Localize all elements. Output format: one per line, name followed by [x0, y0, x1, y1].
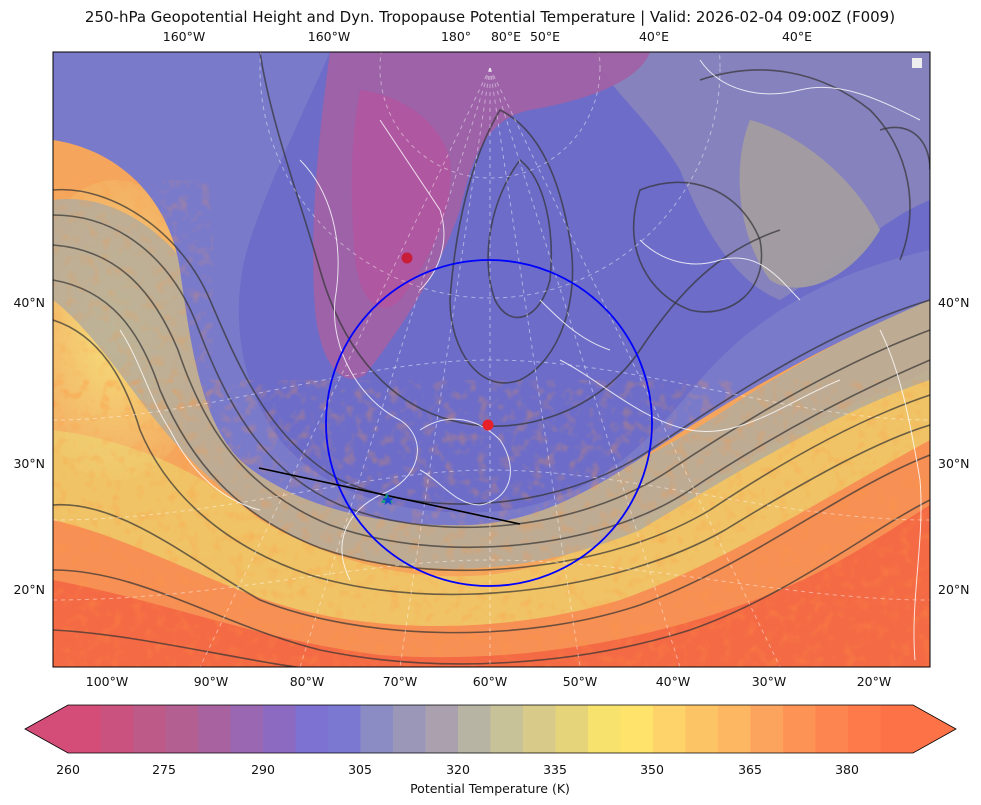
map-title: 250-hPa Geopotential Height and Dyn. Tro…: [85, 8, 895, 26]
bottom-axis-labels: 100°W 90°W 80°W 70°W 60°W 50°W 40°W 30°W…: [86, 674, 891, 689]
colorbar-segment: [360, 705, 394, 753]
colorbar-segment: [653, 705, 687, 753]
colorbar-segment: [750, 705, 784, 753]
left-label: 30°N: [13, 456, 45, 471]
center-point-marker: [482, 419, 494, 431]
analysis-circle: [325, 259, 653, 587]
colorbar-segment: [523, 705, 557, 753]
colorbar-segment: [263, 705, 297, 753]
colorbar-ticks: 260 275 290 305 320 335 350 365 380: [56, 762, 859, 777]
left-label: 20°N: [13, 582, 45, 597]
bottom-label: 30°W: [752, 674, 787, 689]
colorbar-segment: [620, 705, 654, 753]
colorbar-extend-min: [25, 705, 68, 753]
colorbar-segment: [165, 705, 199, 753]
cross-section-line: [258, 467, 521, 525]
bottom-label: 80°W: [290, 674, 325, 689]
colorbar-tick-label: 260: [56, 762, 80, 777]
colorbar-outline: [24, 704, 957, 754]
star-marker: ★: [381, 491, 394, 509]
bottom-label: 20°W: [857, 674, 892, 689]
top-label: 160°W: [308, 29, 350, 44]
colorbar-segment: [588, 705, 622, 753]
colorbar-segment: [393, 705, 427, 753]
top-label: 80°E: [491, 29, 521, 44]
colorbar-tick-label: 350: [640, 762, 664, 777]
colorbar-segment: [783, 705, 817, 753]
colorbar-segment: [880, 705, 914, 753]
map-frame: [52, 51, 931, 668]
colorbar-tick-label: 365: [738, 762, 762, 777]
colorbar-segment: [848, 705, 882, 753]
bottom-label: 60°W: [473, 674, 508, 689]
map-panel: ★: [53, 52, 930, 667]
colorbar-tick-label: 380: [835, 762, 859, 777]
top-axis-labels: 160°W 160°W 180° 80°E 50°E 40°E 40°E: [163, 29, 812, 44]
legend-box: [912, 58, 922, 68]
right-axis-labels: 40°N 30°N 20°N: [938, 295, 970, 597]
colorbar-segment: [815, 705, 849, 753]
colorbar-segment: [490, 705, 524, 753]
colorbar-extend-max: [913, 705, 956, 753]
left-axis-labels: 40°N 30°N 20°N: [13, 295, 45, 597]
bottom-label: 70°W: [383, 674, 418, 689]
colorbar-tick-label: 335: [543, 762, 567, 777]
colorbar-label: Potential Temperature (K): [410, 781, 570, 796]
bottom-label: 100°W: [86, 674, 128, 689]
colorbar-segment: [295, 705, 329, 753]
colorbar-segment: [425, 705, 459, 753]
grey-patch: [739, 120, 880, 288]
low-theta-core: [351, 90, 451, 308]
colorbar-segment: [68, 705, 102, 753]
colorbar-segment: [133, 705, 167, 753]
colorbar-tick-label: 305: [348, 762, 372, 777]
colorbar-segment: [328, 705, 362, 753]
colorbar-tick-label: 320: [446, 762, 470, 777]
right-label: 30°N: [938, 456, 970, 471]
top-label: 40°E: [782, 29, 812, 44]
colorbar-tick-label: 290: [251, 762, 275, 777]
colorbar-segment: [198, 705, 232, 753]
coastlines: [119, 59, 922, 661]
top-label: 40°E: [639, 29, 669, 44]
colorbar-segment: [100, 705, 134, 753]
bottom-label: 50°W: [563, 674, 598, 689]
speckle-texture-west: [53, 180, 213, 410]
triangle-marker: [381, 493, 393, 503]
colorbar-segment: [685, 705, 719, 753]
top-label: 50°E: [530, 29, 560, 44]
right-label: 20°N: [938, 582, 970, 597]
bottom-label: 90°W: [194, 674, 229, 689]
colorbar-segment: [458, 705, 492, 753]
low-center-marker: [401, 252, 413, 264]
left-label: 40°N: [13, 295, 45, 310]
colorbar-segment: [555, 705, 589, 753]
top-label: 180°: [441, 29, 471, 44]
right-label: 40°N: [938, 295, 970, 310]
colorbar-segment: [718, 705, 752, 753]
top-label: 160°W: [163, 29, 205, 44]
bottom-label: 40°W: [656, 674, 691, 689]
colorbar-segment: [230, 705, 264, 753]
colorbar: [24, 704, 957, 754]
colorbar-tick-label: 275: [152, 762, 176, 777]
